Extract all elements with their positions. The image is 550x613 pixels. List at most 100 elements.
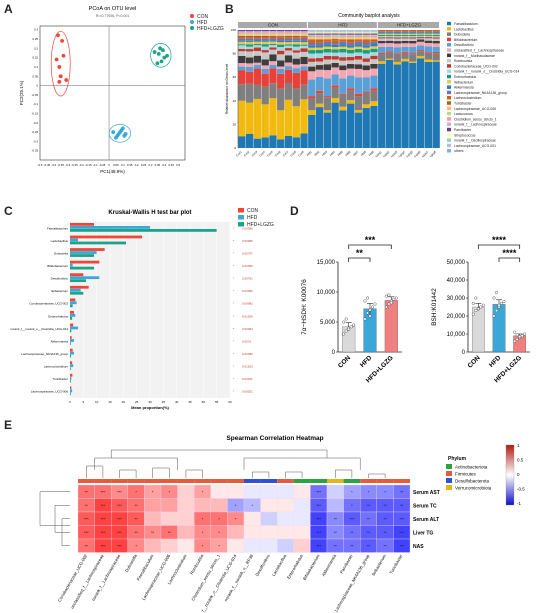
x-category-label: HFD xyxy=(488,354,503,369)
stacked-bar-segment xyxy=(284,50,293,56)
stacked-bar-segment xyxy=(424,30,433,32)
heatmap-cell xyxy=(293,498,311,513)
panel-letter-e: E xyxy=(4,418,13,432)
sample-label: Lgzg3 xyxy=(390,150,399,159)
stacked-bar-segment xyxy=(323,52,332,56)
stacked-bar-segment xyxy=(269,45,277,48)
panel-letter-b: B xyxy=(225,2,234,16)
stacked-bar-segment xyxy=(339,70,347,79)
stacked-bar-segment xyxy=(416,32,425,34)
stacked-bar-segment xyxy=(424,52,433,54)
stacked-bar-segment xyxy=(315,33,324,35)
stacked-bar-segment xyxy=(261,31,269,33)
y-tick-label: -0.1 xyxy=(33,102,38,106)
data-point xyxy=(363,299,367,303)
stacked-bar-segment xyxy=(432,33,440,35)
x-tick-label: 0.45 xyxy=(168,163,174,167)
stacked-bar-segment xyxy=(432,61,440,149)
cell-significance: ** xyxy=(135,503,139,508)
stacked-bar-segment xyxy=(424,35,433,38)
p-value-star: * xyxy=(233,277,235,281)
column-dendrogram-leaf xyxy=(86,465,104,478)
stacked-bar-segment xyxy=(253,35,262,38)
stacked-bar-segment xyxy=(300,99,308,134)
x-axis-label: PC1(48.9%) xyxy=(100,169,125,174)
stacked-bar-segment xyxy=(339,40,347,42)
stacked-bar-segment xyxy=(339,35,347,38)
stacked-bar-segment xyxy=(269,35,277,37)
sample-label: Lgzg4 xyxy=(398,150,407,159)
stacked-bar-segment xyxy=(378,46,386,53)
heatmap-cell xyxy=(243,484,261,499)
stacked-bar-segment xyxy=(245,51,254,58)
stacked-bar-segment xyxy=(401,36,409,38)
stacked-bar-segment xyxy=(315,39,324,41)
stacked-bar-segment xyxy=(378,37,386,39)
y-tick-label: 100 xyxy=(231,28,236,32)
stacked-bar-segment xyxy=(409,32,417,34)
stacked-bar-segment xyxy=(378,31,386,33)
bar-hfd-lgzg xyxy=(70,254,94,257)
phylum-strip-cell xyxy=(210,479,228,483)
legend-swatch-dubosiella xyxy=(447,32,451,36)
point-hfd-lgzg xyxy=(162,55,167,60)
column-label: Ileibacterium xyxy=(371,553,387,577)
legend-swatch-hfd-lgzg xyxy=(238,222,244,227)
stacked-bar-segment xyxy=(331,87,339,99)
x-tick-label: 0.25 xyxy=(141,163,147,167)
stacked-bar-segment xyxy=(284,99,293,136)
column-label: Desulfovibrio xyxy=(254,553,271,577)
bar-hfd xyxy=(70,326,78,330)
data-point xyxy=(474,296,478,300)
heatmap-cell xyxy=(293,484,311,499)
bar-hfd xyxy=(70,276,100,280)
stacked-bar-segment xyxy=(245,46,254,50)
legend-swatch-lachnospiraceae-ucg-001 xyxy=(447,143,451,148)
stacked-bar-segment xyxy=(292,31,300,33)
cell-significance: * xyxy=(202,543,204,548)
stacked-bar-segment xyxy=(346,45,355,48)
stacked-bar-segment xyxy=(432,31,440,33)
y-tick-label: 20,000 xyxy=(447,314,466,320)
cell-significance: *** xyxy=(101,530,106,535)
stacked-bar-segment xyxy=(277,32,285,34)
category-label: Coriobacteriaceae_UCG-002 xyxy=(29,302,68,306)
bar-hfd-lgzg xyxy=(70,228,217,232)
stacked-bar-segment xyxy=(261,86,269,105)
legend-swatch-romboutsia xyxy=(447,58,451,63)
legend-marker-con xyxy=(190,14,194,18)
stacked-bar-segment xyxy=(416,31,425,33)
bar-hfd xyxy=(70,288,81,292)
stacked-bar-segment xyxy=(424,34,433,36)
heatmap-cell xyxy=(243,525,261,540)
stacked-bar-segment xyxy=(284,33,293,35)
stacked-bar-segment xyxy=(362,53,370,59)
phylum-strip-cell xyxy=(144,479,161,483)
legend-swatch-akkermansia xyxy=(447,85,451,89)
stacked-bar-segment xyxy=(323,40,332,42)
heatmap-cell xyxy=(194,498,211,513)
stacked-bar-segment xyxy=(331,37,339,40)
stacked-bar-segment xyxy=(292,40,300,42)
y-tick-label: 0 xyxy=(332,350,336,356)
stacked-bar-segment xyxy=(277,60,285,67)
stacked-bar-segment xyxy=(277,139,285,148)
stacked-bar-segment xyxy=(300,133,308,148)
stacked-bar-segment xyxy=(300,84,308,100)
stacked-bar-segment xyxy=(308,114,316,148)
stacked-bar-segment xyxy=(385,52,394,59)
stacked-bar-segment xyxy=(245,71,254,84)
phylum-strip-cell xyxy=(260,479,278,483)
bar-con xyxy=(70,223,94,226)
stacked-bar-segment xyxy=(253,51,262,56)
stacked-bar-segment xyxy=(354,59,363,65)
stacked-bar-segment xyxy=(409,53,417,55)
data-point xyxy=(495,291,499,295)
stacked-bar-segment xyxy=(393,43,401,48)
stacked-bar-segment xyxy=(416,34,425,36)
stacked-bar-segment xyxy=(339,33,347,35)
bar-con xyxy=(70,235,142,239)
stacked-bar-segment xyxy=(277,40,285,43)
stacked-bar-segment xyxy=(238,51,246,56)
p-value-label: 0.00011 xyxy=(242,377,253,381)
